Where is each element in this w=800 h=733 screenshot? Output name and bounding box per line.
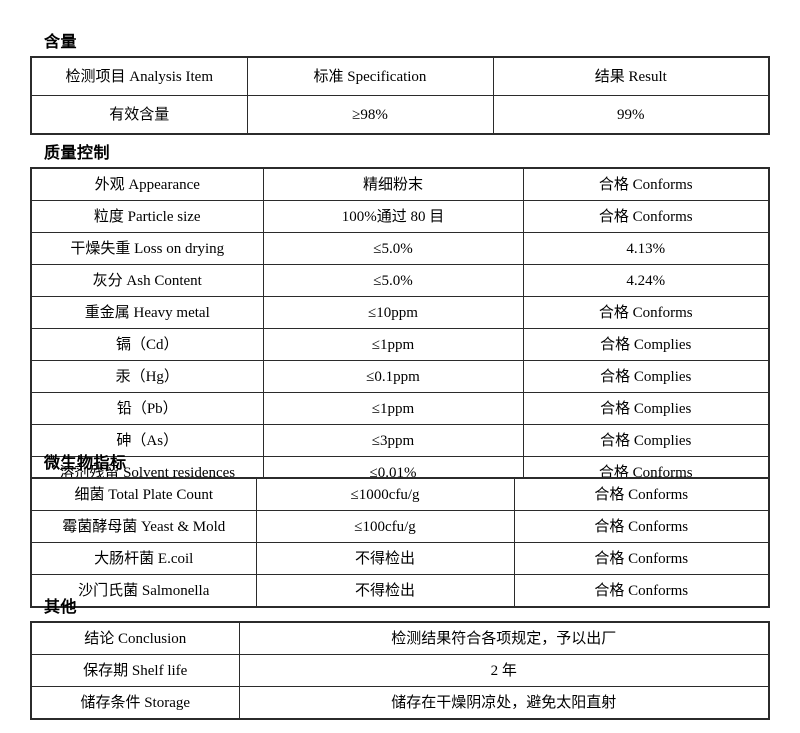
table-row: 细菌 Total Plate Count ≤1000cfu/g 合格 Confo… (30, 477, 770, 511)
cell-result: 99% (492, 95, 770, 135)
table-row: 砷（As） ≤3ppm 合格 Complies (30, 424, 770, 457)
table-row: 霉菌酵母菌 Yeast & Mold ≤100cfu/g 合格 Conforms (30, 510, 770, 543)
cell-item: 砷（As） (30, 424, 264, 457)
cell-result: 合格 Complies (522, 424, 770, 457)
cell-value: 2 年 (238, 654, 770, 687)
cell-item: 有效含量 (30, 95, 248, 135)
table-row: 灰分 Ash Content ≤5.0% 4.24% (30, 264, 770, 297)
column-header-specification: 标准 Specification (246, 56, 494, 96)
column-header-result: 结果 Result (492, 56, 770, 96)
cell-spec: 不得检出 (255, 542, 515, 575)
cell-spec: ≤1000cfu/g (255, 477, 515, 511)
table-row: 镉（Cd） ≤1ppm 合格 Complies (30, 328, 770, 361)
cell-item: 沙门氏菌 Salmonella (30, 574, 257, 608)
cell-result: 合格 Conforms (513, 574, 770, 608)
table-row: 保存期 Shelf life 2 年 (30, 654, 770, 687)
cell-item: 结论 Conclusion (30, 621, 240, 655)
column-header-analysis-item: 检测项目 Analysis Item (30, 56, 248, 96)
cell-spec: ≤5.0% (262, 232, 524, 265)
cell-spec: 精细粉末 (262, 167, 524, 201)
cell-spec: ≤10ppm (262, 296, 524, 329)
cell-spec: ≤1ppm (262, 328, 524, 361)
table-header-row: 检测项目 Analysis Item 标准 Specification 结果 R… (30, 56, 770, 96)
cell-spec: ≤1ppm (262, 392, 524, 425)
table-row: 外观 Appearance 精细粉末 合格 Conforms (30, 167, 770, 201)
cell-value: 储存在干燥阴凉处，避免太阳直射 (238, 686, 770, 720)
cell-result: 4.24% (522, 264, 770, 297)
cell-item: 镉（Cd） (30, 328, 264, 361)
cell-spec: ≤5.0% (262, 264, 524, 297)
cell-spec: ≥98% (246, 95, 494, 135)
cell-result: 合格 Conforms (522, 296, 770, 329)
section-heading-other: 其他 (44, 597, 78, 616)
cell-item: 重金属 Heavy metal (30, 296, 264, 329)
cell-spec: 不得检出 (255, 574, 515, 608)
cell-result: 合格 Conforms (522, 200, 770, 233)
cell-item: 铅（Pb） (30, 392, 264, 425)
table-row: 沙门氏菌 Salmonella 不得检出 合格 Conforms (30, 574, 770, 608)
cell-item: 大肠杆菌 E.coil (30, 542, 257, 575)
cell-item: 外观 Appearance (30, 167, 264, 201)
cell-item: 汞（Hg） (30, 360, 264, 393)
cell-item: 保存期 Shelf life (30, 654, 240, 687)
section-heading-microbiology: 微生物指标 (44, 453, 127, 472)
cell-spec: ≤0.1ppm (262, 360, 524, 393)
cell-item: 粒度 Particle size (30, 200, 264, 233)
section-content: 含量 检测项目 Analysis Item 标准 Specification 结… (30, 32, 770, 135)
cell-result: 合格 Conforms (522, 167, 770, 201)
cell-result: 合格 Complies (522, 392, 770, 425)
table-content: 检测项目 Analysis Item 标准 Specification 结果 R… (30, 56, 770, 135)
table-row: 重金属 Heavy metal ≤10ppm 合格 Conforms (30, 296, 770, 329)
cell-item: 储存条件 Storage (30, 686, 240, 720)
cell-result: 合格 Complies (522, 328, 770, 361)
cell-result: 4.13% (522, 232, 770, 265)
cell-spec: ≤100cfu/g (255, 510, 515, 543)
table-row: 大肠杆菌 E.coil 不得检出 合格 Conforms (30, 542, 770, 575)
cell-spec: ≤3ppm (262, 424, 524, 457)
table-microbiology: 细菌 Total Plate Count ≤1000cfu/g 合格 Confo… (30, 477, 770, 608)
table-row: 粒度 Particle size 100%通过 80 目 合格 Conforms (30, 200, 770, 233)
cell-item: 干燥失重 Loss on drying (30, 232, 264, 265)
cell-result: 合格 Conforms (513, 477, 770, 511)
section-heading-quality-control: 质量控制 (44, 143, 111, 162)
section-quality-control: 质量控制 外观 Appearance 精细粉末 合格 Conforms 粒度 P… (30, 143, 770, 490)
cell-result: 合格 Conforms (513, 542, 770, 575)
table-other: 结论 Conclusion 检测结果符合各项规定，予以出厂 保存期 Shelf … (30, 621, 770, 720)
table-row: 结论 Conclusion 检测结果符合各项规定，予以出厂 (30, 621, 770, 655)
table-row: 有效含量 ≥98% 99% (30, 95, 770, 135)
section-other: 其他 结论 Conclusion 检测结果符合各项规定，予以出厂 保存期 She… (30, 597, 770, 720)
table-quality-control: 外观 Appearance 精细粉末 合格 Conforms 粒度 Partic… (30, 167, 770, 490)
section-microbiology: 微生物指标 细菌 Total Plate Count ≤1000cfu/g 合格… (30, 453, 770, 608)
cell-result: 合格 Complies (522, 360, 770, 393)
section-heading-content: 含量 (44, 32, 78, 51)
cell-value: 检测结果符合各项规定，予以出厂 (238, 621, 770, 655)
table-row: 铅（Pb） ≤1ppm 合格 Complies (30, 392, 770, 425)
table-row: 汞（Hg） ≤0.1ppm 合格 Complies (30, 360, 770, 393)
cell-result: 合格 Conforms (513, 510, 770, 543)
cell-item: 灰分 Ash Content (30, 264, 264, 297)
cell-item: 细菌 Total Plate Count (30, 477, 257, 511)
cell-spec: 100%通过 80 目 (262, 200, 524, 233)
table-row: 储存条件 Storage 储存在干燥阴凉处，避免太阳直射 (30, 686, 770, 720)
cell-item: 霉菌酵母菌 Yeast & Mold (30, 510, 257, 543)
table-row: 干燥失重 Loss on drying ≤5.0% 4.13% (30, 232, 770, 265)
